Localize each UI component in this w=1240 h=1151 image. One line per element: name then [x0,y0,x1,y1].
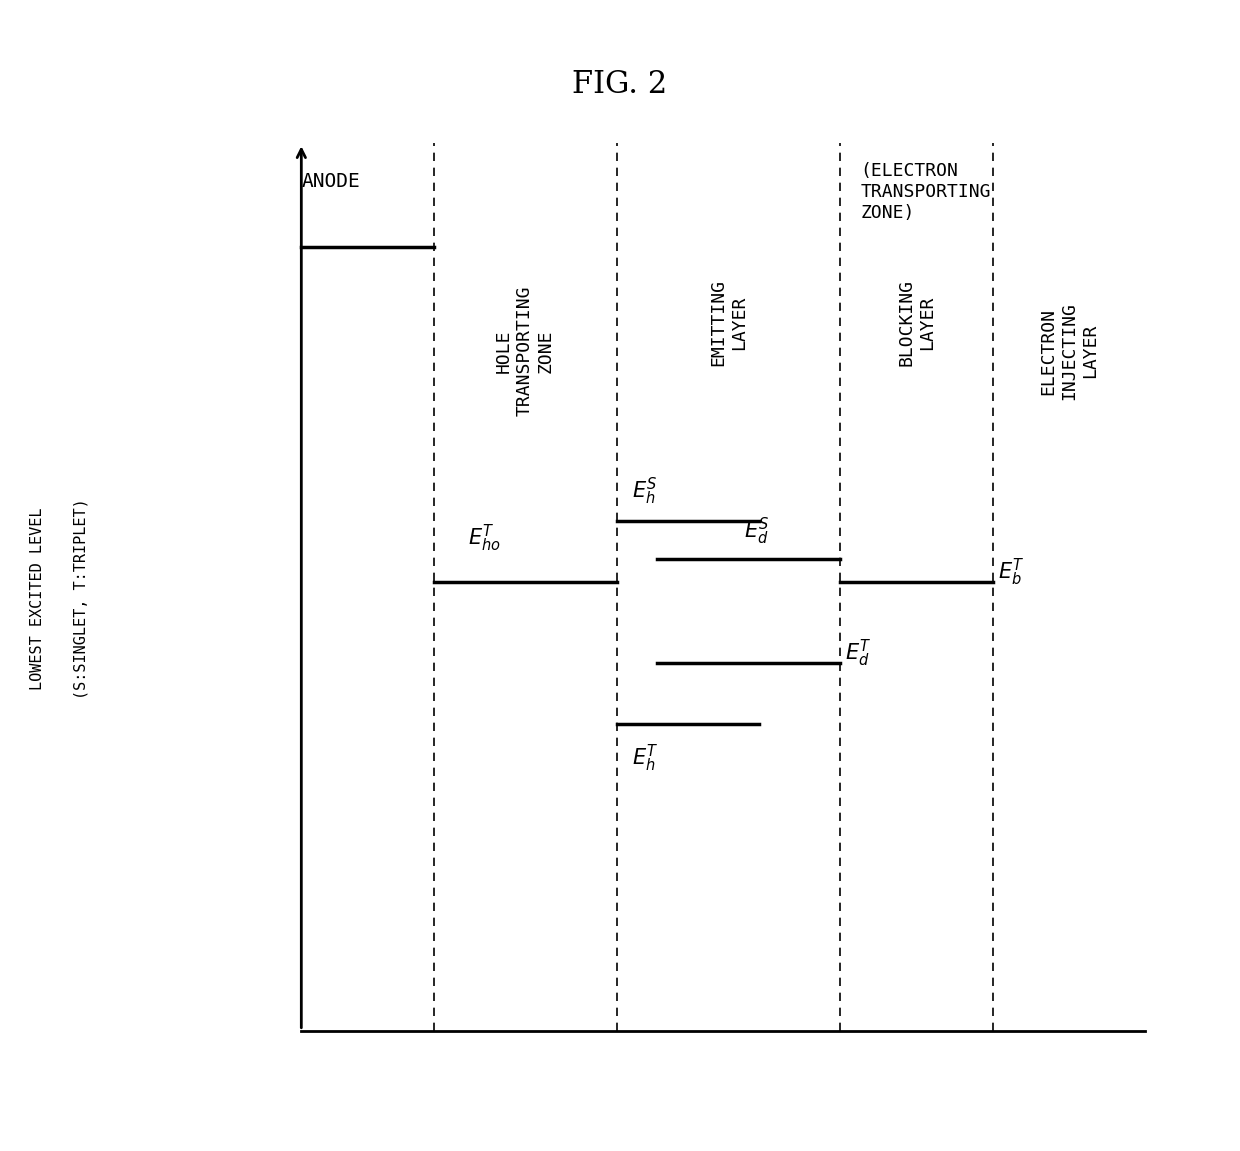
Text: $E^S_{d}$: $E^S_{d}$ [744,516,769,548]
Text: $E^S_{h}$: $E^S_{h}$ [631,475,657,506]
Text: $E^T_{ho}$: $E^T_{ho}$ [467,523,501,554]
Text: HOLE
TRANSPORTING
ZONE: HOLE TRANSPORTING ZONE [495,285,554,417]
Text: $E^T_{h}$: $E^T_{h}$ [631,742,658,773]
Text: FIG. 2: FIG. 2 [573,69,667,100]
Text: $E^T_{d}$: $E^T_{d}$ [846,638,872,669]
Text: ANODE: ANODE [301,171,360,191]
Text: (S:SINGLET, T:TRIPLET): (S:SINGLET, T:TRIPLET) [73,498,88,699]
Text: (ELECTRON
TRANSPORTING
ZONE): (ELECTRON TRANSPORTING ZONE) [861,162,991,222]
Text: LOWEST EXCITED LEVEL: LOWEST EXCITED LEVEL [30,508,45,689]
Text: BLOCKING
LAYER: BLOCKING LAYER [897,280,936,366]
Text: $E^T_{b}$: $E^T_{b}$ [998,557,1024,588]
Text: ELECTRON
INJECTING
LAYER: ELECTRON INJECTING LAYER [1039,302,1099,401]
Text: EMITTING
LAYER: EMITTING LAYER [709,280,748,366]
